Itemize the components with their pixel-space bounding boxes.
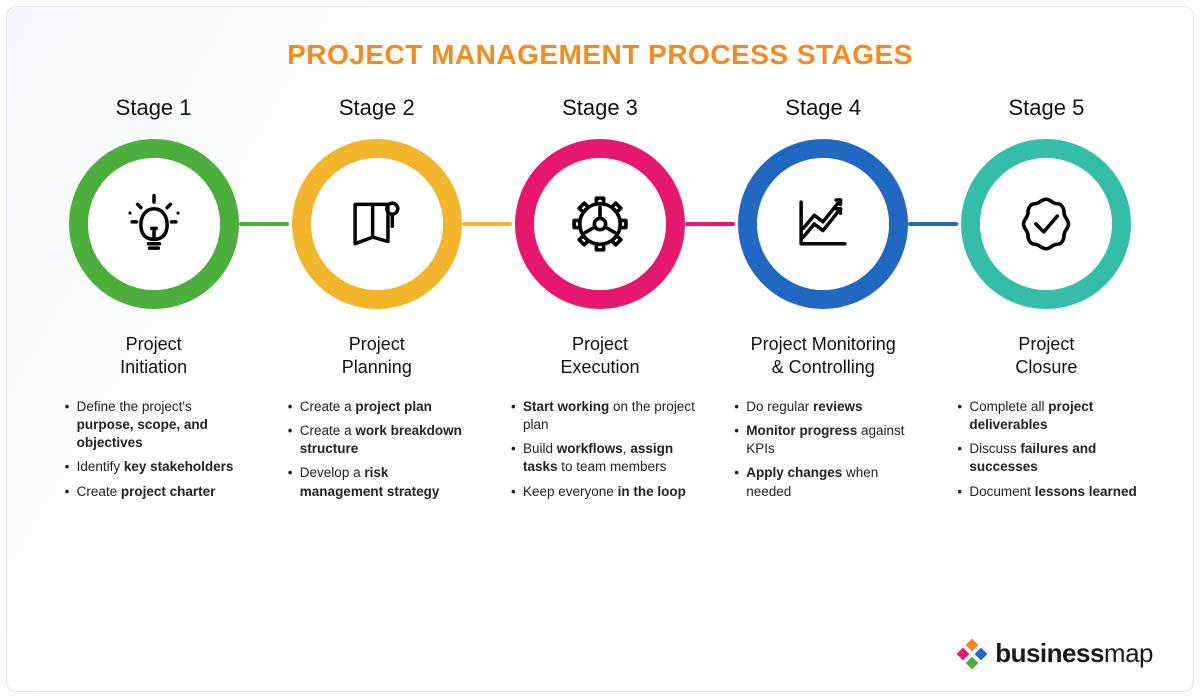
stage-ring bbox=[292, 139, 462, 309]
stage-bullets: Do regular reviews Monitor progress again… bbox=[728, 398, 918, 507]
stage-ring bbox=[69, 139, 239, 309]
brand-footer: businessmap bbox=[957, 638, 1153, 669]
stage-label: Stage 3 bbox=[562, 95, 638, 121]
stage-subtitle: Project Execution bbox=[560, 333, 639, 380]
lightbulb-icon bbox=[88, 158, 220, 290]
infographic-frame: PROJECT MANAGEMENT PROCESS STAGES Stage … bbox=[6, 6, 1194, 692]
stage-label: Stage 2 bbox=[339, 95, 415, 121]
stage-subtitle: Project Closure bbox=[1015, 333, 1077, 380]
bullet-item: Do regular reviews bbox=[732, 398, 918, 416]
stage-label: Stage 4 bbox=[785, 95, 861, 121]
line-chart-icon bbox=[757, 158, 889, 290]
bullet-item: Build workflows, assign tasks to team me… bbox=[509, 440, 695, 476]
stage-label: Stage 5 bbox=[1008, 95, 1084, 121]
bullet-item: Develop a risk management strategy bbox=[286, 464, 472, 500]
stage-bullets: Start working on the project plan Build w… bbox=[505, 398, 695, 507]
stage-1: Stage 1 Project Initiation Define the pro… bbox=[47, 95, 260, 507]
stages-row: Stage 1 Project Initiation Define the pro… bbox=[47, 95, 1153, 667]
stage-connector bbox=[462, 222, 512, 226]
bullet-item: Apply changes when needed bbox=[732, 464, 918, 500]
gear-icon bbox=[534, 158, 666, 290]
stage-3: Stage 3 Project Execution Start working o… bbox=[493, 95, 706, 507]
stage-5: Stage 5 Project Closure Complete all proj… bbox=[940, 95, 1153, 507]
stage-connector bbox=[239, 222, 289, 226]
stage-ring bbox=[738, 139, 908, 309]
brand-name-bold: business bbox=[995, 638, 1104, 668]
stage-connector bbox=[685, 222, 735, 226]
stage-bullets: Create a project plan Create a work break… bbox=[282, 398, 472, 507]
stage-connector bbox=[908, 222, 958, 226]
stage-bullets: Define the project's purpose, scope, and… bbox=[59, 398, 249, 507]
stage-4: Stage 4 Project Monitoring & Controlling… bbox=[717, 95, 930, 507]
bullet-item: Create a work breakdown structure bbox=[286, 422, 472, 458]
brand-name-light: map bbox=[1104, 638, 1153, 668]
bullet-item: Start working on the project plan bbox=[509, 398, 695, 434]
stage-subtitle: Project Initiation bbox=[120, 333, 187, 380]
brand-name: businessmap bbox=[995, 638, 1153, 669]
stage-ring bbox=[961, 139, 1131, 309]
bullet-item: Document lessons learned bbox=[955, 483, 1141, 501]
stage-subtitle: Project Monitoring & Controlling bbox=[751, 333, 896, 380]
stage-2: Stage 2 Project Planning Create a project… bbox=[270, 95, 483, 507]
bullet-item: Complete all project deliverables bbox=[955, 398, 1141, 434]
stage-ring bbox=[515, 139, 685, 309]
badge-check-icon bbox=[980, 158, 1112, 290]
bullet-item: Define the project's purpose, scope, and… bbox=[63, 398, 249, 453]
page-title: PROJECT MANAGEMENT PROCESS STAGES bbox=[47, 39, 1153, 71]
bullet-item: Create a project plan bbox=[286, 398, 472, 416]
stage-label: Stage 1 bbox=[116, 95, 192, 121]
stage-bullets: Complete all project deliverables Discuss… bbox=[951, 398, 1141, 507]
bullet-item: Keep everyone in the loop bbox=[509, 483, 695, 501]
bullet-item: Monitor progress against KPIs bbox=[732, 422, 918, 458]
stage-subtitle: Project Planning bbox=[342, 333, 412, 380]
map-pin-icon bbox=[311, 158, 443, 290]
brand-logo-icon bbox=[957, 639, 987, 669]
bullet-item: Discuss failures and successes bbox=[955, 440, 1141, 476]
bullet-item: Identify key stakeholders bbox=[63, 458, 249, 476]
bullet-item: Create project charter bbox=[63, 483, 249, 501]
